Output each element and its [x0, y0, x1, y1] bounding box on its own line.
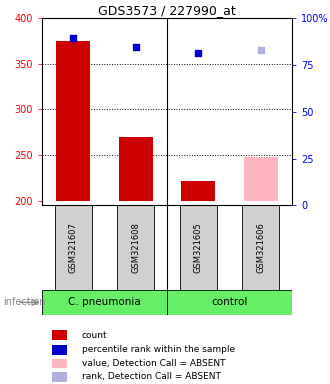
Text: GSM321606: GSM321606 [256, 222, 265, 273]
Point [258, 47, 263, 53]
Text: GSM321605: GSM321605 [194, 222, 203, 273]
Bar [42, 290, 167, 315]
Text: control: control [211, 297, 248, 308]
Bar [167, 290, 292, 315]
Bar [118, 137, 153, 201]
Bar [180, 205, 217, 290]
Text: value, Detection Call = ABSENT: value, Detection Call = ABSENT [82, 359, 225, 368]
Bar [52, 345, 67, 354]
Text: GSM321607: GSM321607 [69, 222, 78, 273]
Point [196, 50, 201, 56]
Title: GDS3573 / 227990_at: GDS3573 / 227990_at [98, 4, 236, 17]
Bar [52, 359, 67, 368]
Point [133, 44, 138, 50]
Bar [242, 205, 279, 290]
Bar [117, 205, 154, 290]
Bar [244, 157, 278, 201]
Bar [52, 372, 67, 382]
Text: rank, Detection Call = ABSENT: rank, Detection Call = ABSENT [82, 372, 221, 381]
Text: GSM321608: GSM321608 [131, 222, 140, 273]
Text: count: count [82, 331, 108, 339]
Text: infection: infection [3, 297, 46, 308]
Bar [52, 330, 67, 340]
Bar [55, 205, 92, 290]
Text: C. pneumonia: C. pneumonia [68, 297, 141, 308]
Point [71, 35, 76, 41]
Text: percentile rank within the sample: percentile rank within the sample [82, 345, 235, 354]
Bar [181, 181, 215, 201]
Bar [56, 41, 90, 201]
